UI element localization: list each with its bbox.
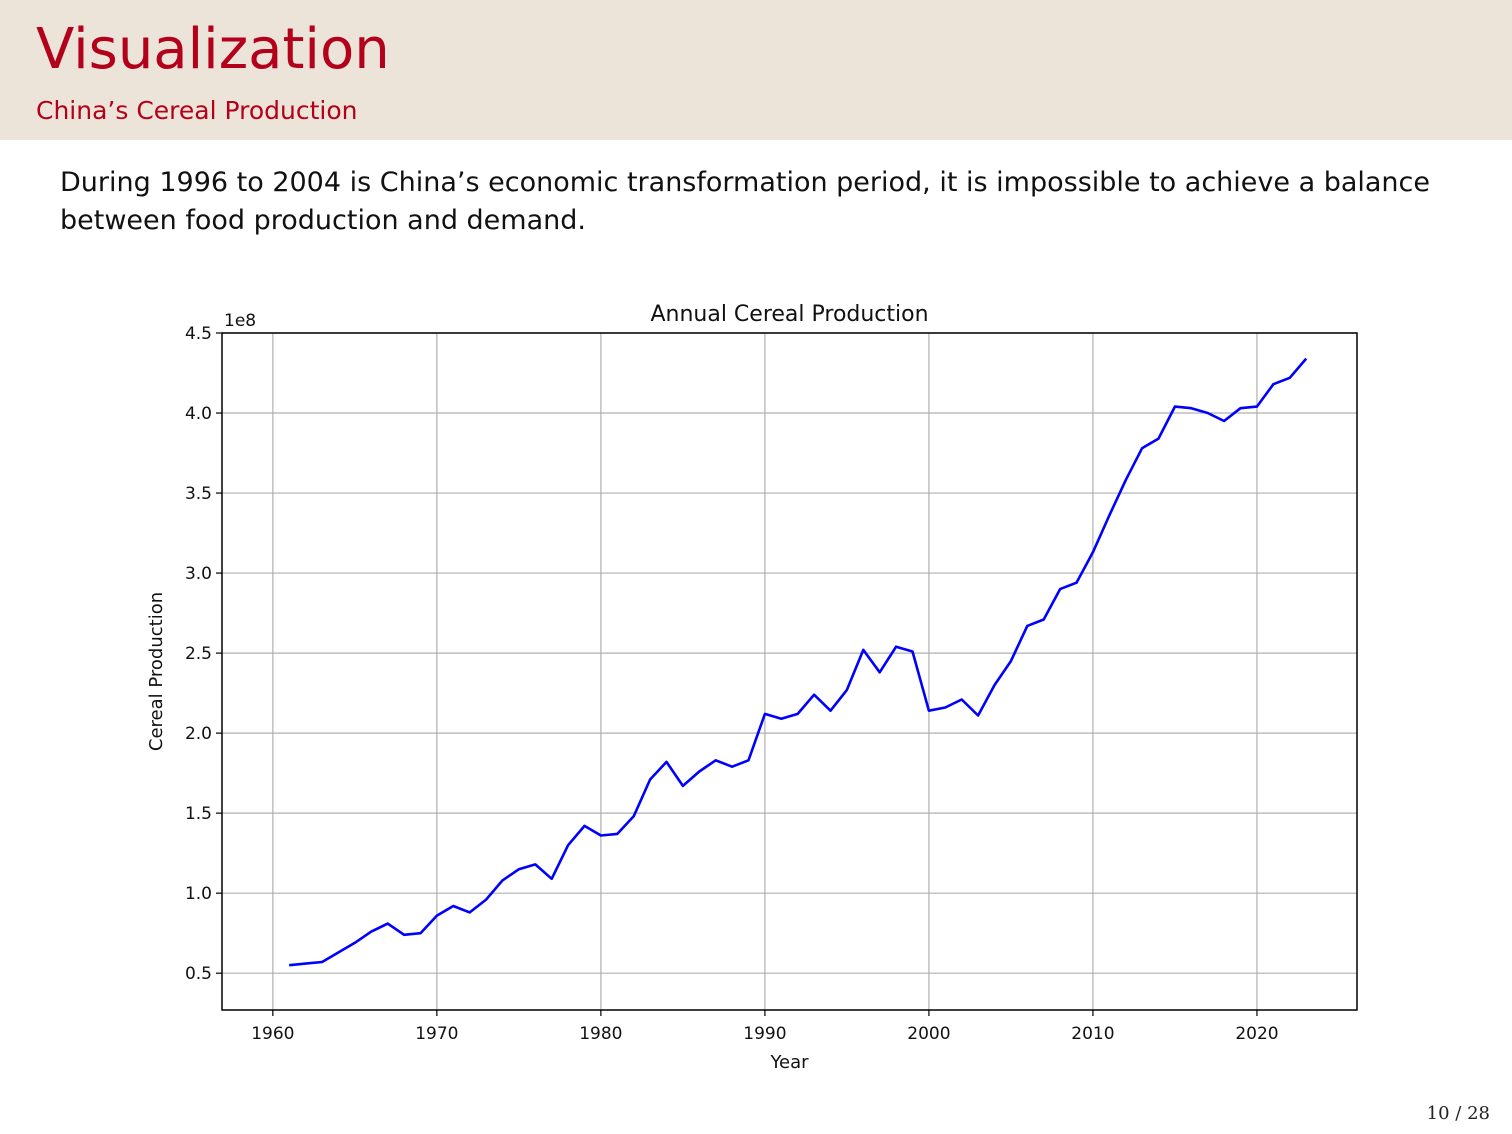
y-tick-label: 4.0 bbox=[185, 404, 212, 424]
x-tick-label: 1980 bbox=[579, 1024, 622, 1044]
chart-grid bbox=[222, 332, 1357, 1010]
y-tick-label: 3.0 bbox=[185, 564, 212, 584]
y-tick-label: 2.5 bbox=[185, 644, 212, 664]
x-tick-label: 2020 bbox=[1235, 1024, 1278, 1044]
y-tick-label: 2.0 bbox=[185, 724, 212, 744]
x-tick-label: 1960 bbox=[251, 1024, 294, 1044]
page-number: 10 / 28 bbox=[1426, 1103, 1490, 1124]
slide-title: Visualization bbox=[36, 17, 390, 82]
chart-series bbox=[289, 357, 1308, 967]
slide-body-text: During 1996 to 2004 is China’s economic … bbox=[60, 167, 1430, 236]
x-tick-label: 1990 bbox=[743, 1024, 786, 1044]
x-tick-label: 2010 bbox=[1071, 1024, 1114, 1044]
y-tick-label: 1.5 bbox=[185, 804, 212, 824]
x-tick-label: 2000 bbox=[907, 1024, 950, 1044]
y-tick-label: 3.5 bbox=[185, 484, 212, 504]
plot-frame bbox=[221, 332, 1358, 1011]
slide-subtitle: China’s Cereal Production bbox=[36, 96, 358, 125]
y-tick-label: 1.0 bbox=[185, 884, 212, 904]
slide-header: Visualization China’s Cereal Production bbox=[0, 0, 1512, 140]
x-tick-label: 1970 bbox=[415, 1024, 458, 1044]
y-offset-label: 1e8 bbox=[224, 311, 256, 331]
x-axis-label: Year bbox=[769, 1052, 809, 1073]
y-tick-label: 4.5 bbox=[185, 324, 212, 344]
chart-ticks: 1960 1970 1980 1990 2000 2010 2020 0.5 1.0 1.5 2.0… bbox=[185, 324, 1279, 1044]
chart-title: Annual Cereal Production bbox=[650, 302, 928, 327]
y-axis-label: Cereal Production bbox=[146, 592, 167, 751]
y-tick-label: 0.5 bbox=[185, 964, 212, 984]
series-line bbox=[289, 357, 1308, 967]
